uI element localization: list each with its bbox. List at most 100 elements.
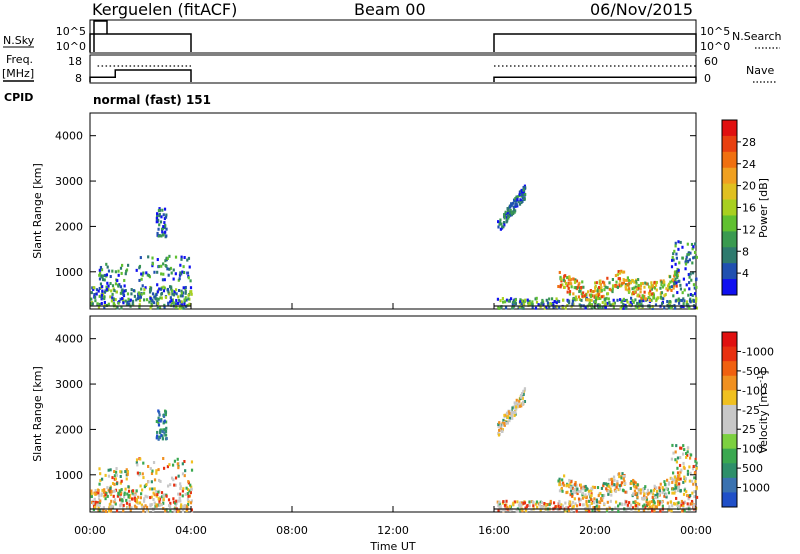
range-cell <box>667 282 671 286</box>
range-cell <box>505 499 508 503</box>
range-cell <box>159 296 162 300</box>
range-cell <box>666 284 670 288</box>
range-cell <box>177 295 180 299</box>
range-cell <box>598 297 601 301</box>
range-cell <box>168 292 171 296</box>
range-cell <box>604 285 607 289</box>
range-cell <box>140 272 143 276</box>
range-cell <box>683 475 686 479</box>
range-cell <box>621 299 624 303</box>
range-cell <box>512 205 515 209</box>
range-cell <box>151 262 154 266</box>
range-cell <box>145 509 149 513</box>
range-cell <box>553 506 556 510</box>
range-cell <box>681 256 684 260</box>
range-cell <box>675 256 678 260</box>
range-cell <box>92 502 95 506</box>
range-cell <box>503 216 506 220</box>
range-cell <box>136 463 139 467</box>
range-cell <box>603 281 606 285</box>
range-cell <box>663 482 667 486</box>
range-cell <box>599 282 602 286</box>
range-cell <box>675 281 678 285</box>
range-cell <box>636 501 639 505</box>
range-cell <box>511 306 514 310</box>
range-cell <box>94 488 97 492</box>
range-cell <box>632 286 636 290</box>
range-cell <box>616 298 619 302</box>
range-cell <box>575 504 579 508</box>
range-cell <box>145 298 149 302</box>
range-cell <box>155 494 158 498</box>
range-cell <box>520 302 523 306</box>
range-cell <box>139 457 142 461</box>
range-cell <box>498 500 501 504</box>
range-cell <box>158 305 162 309</box>
range-cell <box>683 477 686 481</box>
range-cell <box>595 293 598 297</box>
range-cell <box>157 297 160 301</box>
range-cell <box>668 275 672 279</box>
range-cell <box>172 478 175 482</box>
range-cell <box>681 452 685 456</box>
range-cell <box>157 209 161 213</box>
range-cell <box>674 277 677 281</box>
range-cell <box>133 493 137 497</box>
range-cell <box>656 500 660 504</box>
range-cell <box>676 471 680 475</box>
range-cell <box>119 291 123 295</box>
range-cell <box>162 466 166 470</box>
range-cell <box>141 273 144 277</box>
range-cell <box>543 306 547 310</box>
range-cell <box>614 506 617 510</box>
range-cell <box>169 505 172 509</box>
nave-right-tick-top: 60 <box>704 55 718 68</box>
colorbar-tick-label: -500 <box>742 365 767 378</box>
range-cell <box>183 506 186 510</box>
range-cell <box>566 482 569 486</box>
range-cell <box>154 295 157 299</box>
range-cell <box>676 503 679 507</box>
range-cell <box>121 499 124 503</box>
range-cell <box>520 188 523 192</box>
range-cell <box>683 299 686 303</box>
range-cell <box>643 494 646 498</box>
range-cell <box>560 279 563 283</box>
range-cell <box>569 493 572 497</box>
range-cell <box>117 301 120 305</box>
range-cell <box>598 289 601 293</box>
range-cell <box>557 300 561 304</box>
range-cell <box>146 495 149 499</box>
range-cell <box>580 285 583 289</box>
y-tick-label: 1000 <box>55 469 83 482</box>
range-cell <box>574 295 577 299</box>
range-cell <box>635 493 638 497</box>
range-cell <box>583 495 586 499</box>
range-cell <box>622 281 625 285</box>
range-cell <box>510 203 513 207</box>
range-cell <box>631 299 634 303</box>
range-cell <box>160 291 164 295</box>
range-cell <box>166 287 170 291</box>
range-cell <box>572 292 575 296</box>
range-cell <box>617 509 620 513</box>
range-cell <box>515 405 518 409</box>
range-cell <box>173 459 177 463</box>
range-cell <box>522 400 525 404</box>
range-cell <box>663 306 666 310</box>
range-cell <box>114 298 117 302</box>
range-cell <box>646 282 649 286</box>
range-cell <box>129 508 132 512</box>
range-cell <box>687 252 691 256</box>
range-cell <box>585 495 588 499</box>
range-cell <box>691 247 694 251</box>
range-cell <box>513 199 516 203</box>
range-cell <box>650 283 653 287</box>
power-plot-frame <box>89 112 697 310</box>
velocity-colorbar-label: Velocity [m s-1] <box>756 370 770 453</box>
range-cell <box>131 299 135 303</box>
range-cell <box>506 416 509 420</box>
range-cell <box>109 509 113 513</box>
colorbar-tick-label: 12 <box>742 223 756 236</box>
range-cell <box>129 493 132 497</box>
